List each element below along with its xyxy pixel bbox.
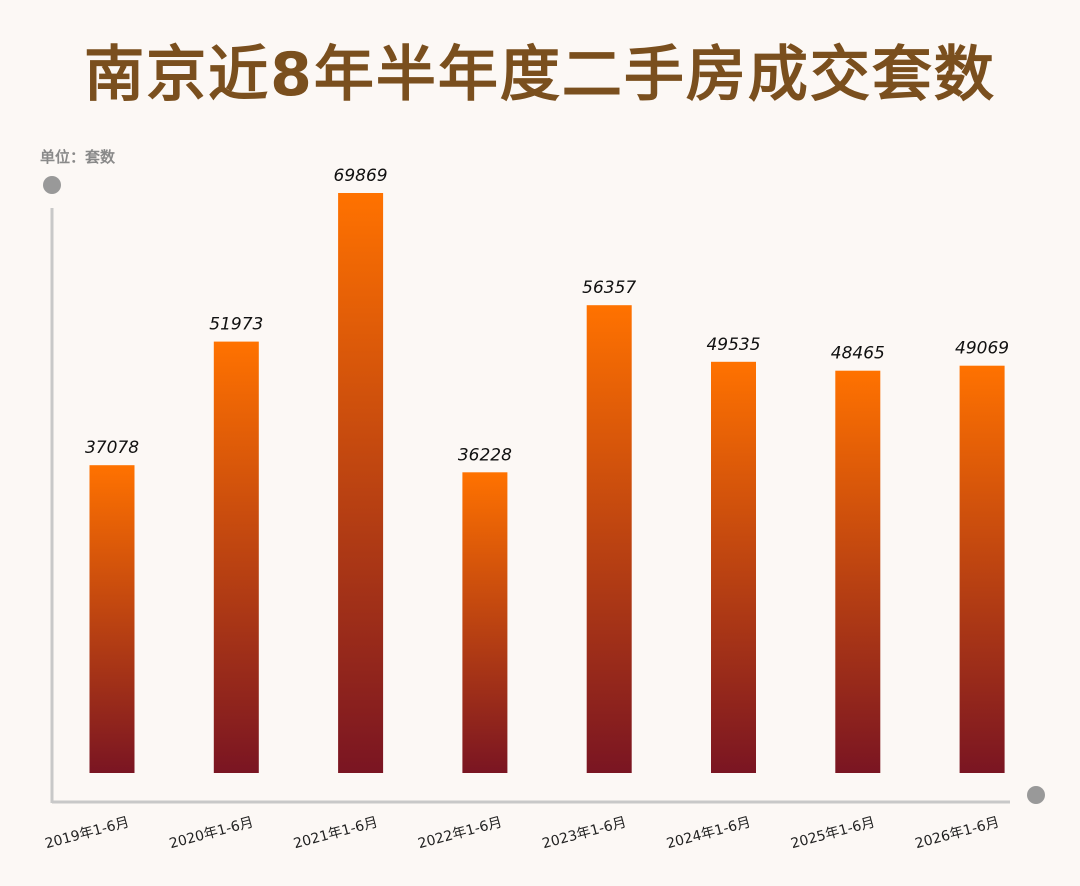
y-axis-end-dot [43,176,61,194]
x-tick-label-7: 2026年1-6月 [913,814,1001,852]
unit-label: 单位：套数 [40,148,116,166]
bar-0 [89,465,135,773]
x-tick-label-0: 2019年1-6月 [43,814,131,852]
x-tick-label-5: 2024年1-6月 [665,814,753,852]
bar-6 [835,370,881,773]
chart-title: 南京近8年半年度二手房成交套数 [84,40,996,110]
bar-7 [959,365,1005,773]
bar-3 [462,472,508,773]
value-label-7: 49069 [955,339,1009,359]
bar-2 [338,193,384,773]
bar-5 [711,361,756,773]
bar-1 [213,341,259,773]
bar-4 [586,305,632,773]
x-axis-end-dot [1027,786,1045,804]
value-label-6: 48465 [831,344,885,364]
value-label-4: 56357 [582,278,636,298]
x-tick-label-2: 2021年1-6月 [292,814,380,852]
value-label-1: 51973 [209,315,263,335]
value-label-3: 36228 [458,445,512,465]
value-label-0: 37078 [85,438,139,458]
value-label-2: 69869 [334,166,388,186]
x-tick-label-3: 2022年1-6月 [416,814,504,852]
x-tick-label-6: 2025年1-6月 [789,814,877,852]
x-tick-label-4: 2023年1-6月 [541,814,629,852]
x-tick-label-1: 2020年1-6月 [168,814,256,852]
value-label-5: 49535 [706,335,760,355]
